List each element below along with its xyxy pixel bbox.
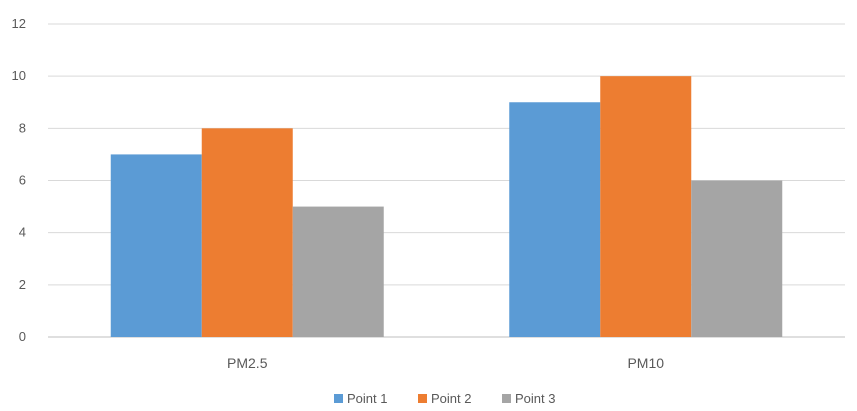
legend-swatch — [502, 394, 511, 403]
legend-swatch — [334, 394, 343, 403]
bar-point-3-pm25 — [292, 206, 384, 337]
bar-point-2-pm10 — [600, 76, 692, 338]
x-category-label: PM10 — [627, 355, 664, 371]
y-tick-label: 10 — [12, 68, 26, 83]
legend-label: Point 1 — [347, 391, 387, 406]
bars — [110, 76, 783, 338]
y-tick-label: 8 — [19, 120, 26, 135]
legend-label: Point 2 — [431, 391, 471, 406]
bar-point-1-pm10 — [509, 102, 601, 337]
legend-swatch — [418, 394, 427, 403]
legend: Point 1 Point 2 Point 3 — [334, 391, 555, 406]
x-axis-labels: PM2.5 PM10 — [227, 355, 664, 371]
bar-point-1-pm25 — [110, 154, 202, 337]
legend-label: Point 3 — [515, 391, 555, 406]
y-axis-ticks: 0 2 4 6 8 10 12 — [12, 16, 26, 344]
bar-point-3-pm10 — [691, 180, 783, 337]
x-category-label: PM2.5 — [227, 355, 268, 371]
y-tick-label: 2 — [19, 277, 26, 292]
y-tick-label: 4 — [19, 225, 26, 240]
y-tick-label: 6 — [19, 173, 26, 188]
bar-point-2-pm25 — [201, 128, 293, 337]
y-tick-label: 12 — [12, 16, 26, 31]
y-tick-label: 0 — [19, 329, 26, 344]
